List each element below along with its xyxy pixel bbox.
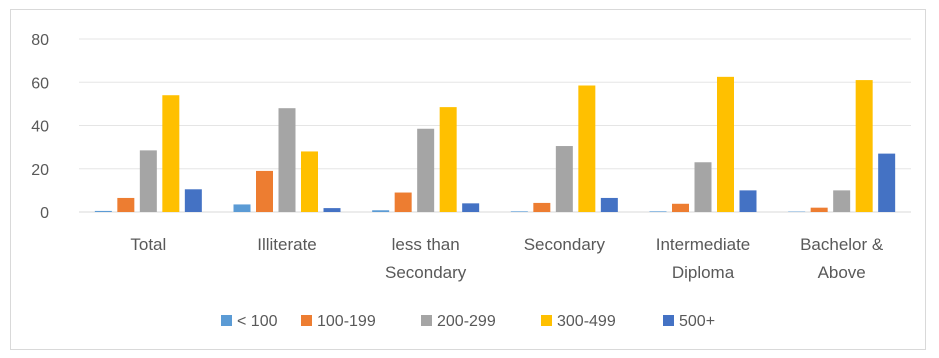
legend-swatch (221, 315, 232, 326)
bar (810, 207, 828, 212)
x-category-label: Total (130, 235, 166, 254)
bar (555, 146, 573, 212)
legend-label: 300-499 (557, 313, 616, 330)
x-axis-labels: Total Illiterate less than Secondary Seconda… (130, 235, 884, 282)
chart-area: 0 20 40 60 80 Total Illiterate less than Second… (10, 9, 926, 350)
bar (694, 162, 712, 212)
y-tick-label: 60 (31, 75, 49, 92)
x-category-label: Intermediate (656, 235, 751, 254)
bar (323, 208, 341, 212)
x-category-label: less than (392, 235, 460, 254)
gridlines (79, 38, 911, 213)
legend: < 100 100-199 200-299 300-499 500+ (221, 313, 715, 330)
bar (578, 85, 596, 212)
y-tick-label: 80 (31, 32, 49, 49)
bar (439, 107, 457, 212)
bar (417, 128, 435, 212)
y-tick-label: 0 (40, 205, 49, 222)
bar (184, 189, 202, 212)
bar (139, 150, 157, 212)
bar (94, 210, 112, 212)
x-category-label: Diploma (672, 263, 735, 282)
bar (533, 202, 551, 212)
x-category-label: Illiterate (257, 235, 317, 254)
bar (233, 204, 251, 212)
bar-chart: 0 20 40 60 80 Total Illiterate less than Second… (31, 32, 911, 330)
x-category-label: Secondary (524, 235, 606, 254)
x-category-label: Above (818, 263, 866, 282)
bar (672, 203, 689, 212)
legend-swatch (541, 315, 552, 326)
bars (94, 76, 896, 213)
bar (278, 108, 296, 212)
bar (855, 80, 873, 213)
bar (600, 197, 618, 212)
bar (301, 151, 318, 212)
x-category-label: Secondary (385, 263, 467, 282)
legend-label: 100-199 (317, 313, 376, 330)
bar (117, 197, 135, 212)
bar (510, 211, 528, 212)
y-tick-label: 40 (31, 119, 49, 136)
bar (462, 203, 480, 212)
legend-swatch (421, 315, 432, 326)
bar (739, 190, 757, 212)
x-category-label: Bachelor & (800, 235, 884, 254)
bar (162, 95, 180, 212)
y-tick-label: 20 (31, 162, 49, 179)
bar (372, 210, 390, 212)
legend-swatch (663, 315, 674, 326)
legend-label: 200-299 (437, 313, 496, 330)
bar (717, 76, 734, 212)
bar (649, 211, 667, 212)
legend-swatch (301, 315, 312, 326)
legend-label: 500+ (679, 313, 715, 330)
bar (256, 170, 273, 212)
bar (833, 190, 851, 212)
bar (878, 153, 896, 212)
bar (394, 192, 412, 212)
legend-label: < 100 (237, 313, 278, 330)
y-axis-ticks: 0 20 40 60 80 (31, 32, 49, 222)
